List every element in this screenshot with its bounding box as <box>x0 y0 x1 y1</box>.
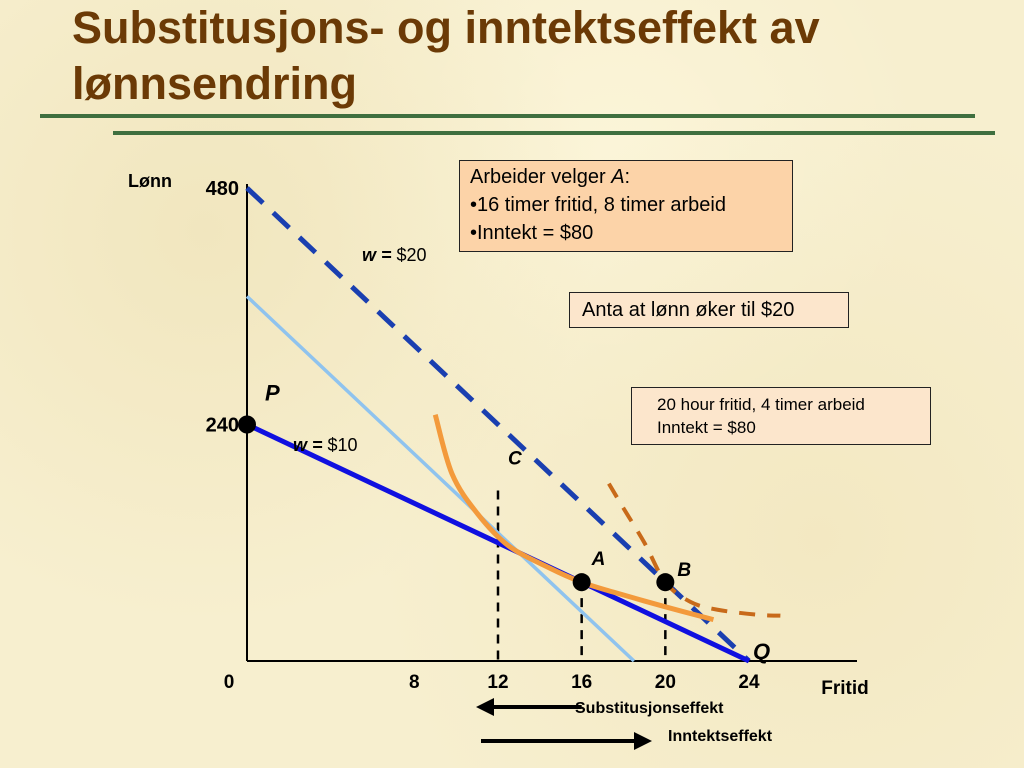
info-box-c-line2: Inntekt = $80 <box>657 418 756 437</box>
title-rule-bottom <box>113 131 995 135</box>
budget-line-w20 <box>245 186 751 663</box>
point-a-marker <box>572 573 591 592</box>
point-p-label: P <box>265 381 280 406</box>
indifference-curve-2 <box>607 482 781 618</box>
substitution-effect-label: Substitusjonseffekt <box>575 700 724 717</box>
x-tick-8: 8 <box>409 672 420 693</box>
x-axis-label: Fritid <box>821 678 869 699</box>
title-rule-top <box>40 114 975 118</box>
info-box-wage-increase: Anta at lønn øker til $20 <box>569 292 849 328</box>
info-box-a-line2: •16 timer fritid, 8 timer arbeid <box>470 194 726 216</box>
point-p-marker <box>238 415 256 434</box>
substitution-arrow-head <box>476 698 494 716</box>
point-a-label: A <box>591 549 606 570</box>
info-box-a-line3: •Inntekt = $80 <box>470 222 594 244</box>
indifference-curve-1 <box>432 413 715 623</box>
x-tick-12: 12 <box>487 672 508 693</box>
series-label-w20: w = $20 <box>362 245 427 265</box>
x-tick-16: 16 <box>571 672 592 693</box>
compensated-budget-line <box>245 295 636 663</box>
point-b-marker <box>656 573 675 592</box>
x-tick-24: 24 <box>738 672 760 693</box>
point-c-label: C <box>508 449 522 470</box>
y-tick-480: 480 <box>206 178 239 200</box>
info-box-worker-choice: Arbeider velger A: •16 timer fritid, 8 t… <box>459 160 793 252</box>
y-tick-240: 240 <box>206 415 239 437</box>
point-b-label: B <box>677 560 691 581</box>
y-axis-label: Lønn <box>128 171 172 191</box>
series-label-w10: w = $10 <box>293 435 358 455</box>
info-box-a-line1: Arbeider velger A: <box>470 166 631 188</box>
income-arrow-head <box>634 732 652 750</box>
info-box-c-line1: 20 hour fritid, 4 timer arbeid <box>657 395 865 414</box>
point-q-label: Q <box>753 639 770 664</box>
x-tick-20: 20 <box>655 672 676 693</box>
income-effect-label: Inntektseffekt <box>668 728 773 745</box>
slide-title: Substitusjons- og inntektseffekt av lønn… <box>72 2 820 109</box>
x-tick-0: 0 <box>224 672 235 693</box>
budget-line-w10 <box>245 422 751 664</box>
info-box-new-choice: 20 hour fritid, 4 timer arbeid Inntekt =… <box>631 387 931 445</box>
